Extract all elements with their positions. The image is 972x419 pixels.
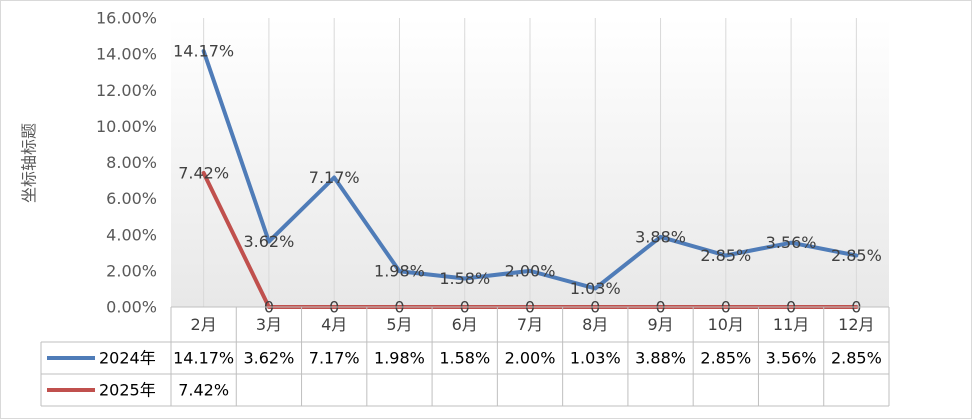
data-point-1-1 xyxy=(203,50,205,52)
data-label-1-9: 2.85% xyxy=(700,246,751,265)
data-point-1-6 xyxy=(529,270,531,272)
data-label-1-2: 3.62% xyxy=(243,232,294,251)
data-label-1-4: 1.98% xyxy=(374,262,425,281)
table-cell-1-11: 2.85% xyxy=(831,349,882,368)
data-label-1-1: 14.17% xyxy=(173,42,234,61)
table-cell-1-3: 7.17% xyxy=(309,349,360,368)
data-label-1-10: 3.56% xyxy=(766,233,817,252)
x-tick-label-9: 10月 xyxy=(708,315,744,334)
data-label-1-7: 1.03% xyxy=(570,279,621,298)
data-point-1-11 xyxy=(855,255,857,257)
data-label-2-1: 7.42% xyxy=(178,163,229,182)
y-tick-label: 16.00% xyxy=(96,9,157,28)
table-cell-2-1: 7.42% xyxy=(178,381,229,400)
legend-entry-2: 2025年 xyxy=(99,381,156,400)
table-cell-1-1: 14.17% xyxy=(173,349,234,368)
data-point-1-5 xyxy=(464,277,466,279)
y-tick-label: 6.00% xyxy=(106,189,157,208)
y-tick-label: 0.00% xyxy=(106,298,157,317)
data-label-1-11: 2.85% xyxy=(831,246,882,265)
x-tick-label-4: 5月 xyxy=(386,315,412,334)
table-cell-1-7: 1.03% xyxy=(570,349,621,368)
table-cell-1-9: 2.85% xyxy=(700,349,751,368)
x-tick-label-6: 7月 xyxy=(517,315,543,334)
data-label-1-8: 3.88% xyxy=(635,227,686,246)
x-tick-label-8: 9月 xyxy=(647,315,673,334)
data-point-1-2 xyxy=(268,241,270,243)
table-cell-1-8: 3.88% xyxy=(635,349,686,368)
y-tick-label: 2.00% xyxy=(106,261,157,280)
data-point-1-8 xyxy=(660,236,662,238)
data-point-1-9 xyxy=(725,255,727,257)
x-tick-label-7: 8月 xyxy=(582,315,608,334)
table-cell-1-2: 3.62% xyxy=(243,349,294,368)
data-label-1-5: 1.58% xyxy=(439,269,490,288)
x-tick-label-3: 4月 xyxy=(321,315,347,334)
x-tick-label-10: 11月 xyxy=(773,315,809,334)
y-axis-title: 坐标轴标题 xyxy=(20,123,39,203)
data-point-1-4 xyxy=(398,270,400,272)
x-tick-label-2: 3月 xyxy=(256,315,282,334)
data-point-1-3 xyxy=(333,176,335,178)
data-label-1-3: 7.17% xyxy=(309,168,360,187)
y-tick-label: 10.00% xyxy=(96,117,157,136)
x-tick-label-5: 6月 xyxy=(452,315,478,334)
table-cell-1-5: 1.58% xyxy=(439,349,490,368)
y-tick-label: 14.00% xyxy=(96,45,157,64)
data-label-1-6: 2.00% xyxy=(505,261,556,280)
legend-entry-1: 2024年 xyxy=(99,349,156,368)
y-tick-label: 4.00% xyxy=(106,225,157,244)
x-tick-label-1: 2月 xyxy=(191,315,217,334)
table-cell-1-6: 2.00% xyxy=(505,349,556,368)
data-point-1-10 xyxy=(790,242,792,244)
x-tick-label-11: 12月 xyxy=(838,315,874,334)
y-tick-label: 12.00% xyxy=(96,81,157,100)
y-tick-label: 8.00% xyxy=(106,153,157,172)
data-point-2-1 xyxy=(203,172,205,174)
data-point-1-7 xyxy=(594,287,596,289)
table-cell-1-10: 3.56% xyxy=(766,349,817,368)
table-cell-1-4: 1.98% xyxy=(374,349,425,368)
